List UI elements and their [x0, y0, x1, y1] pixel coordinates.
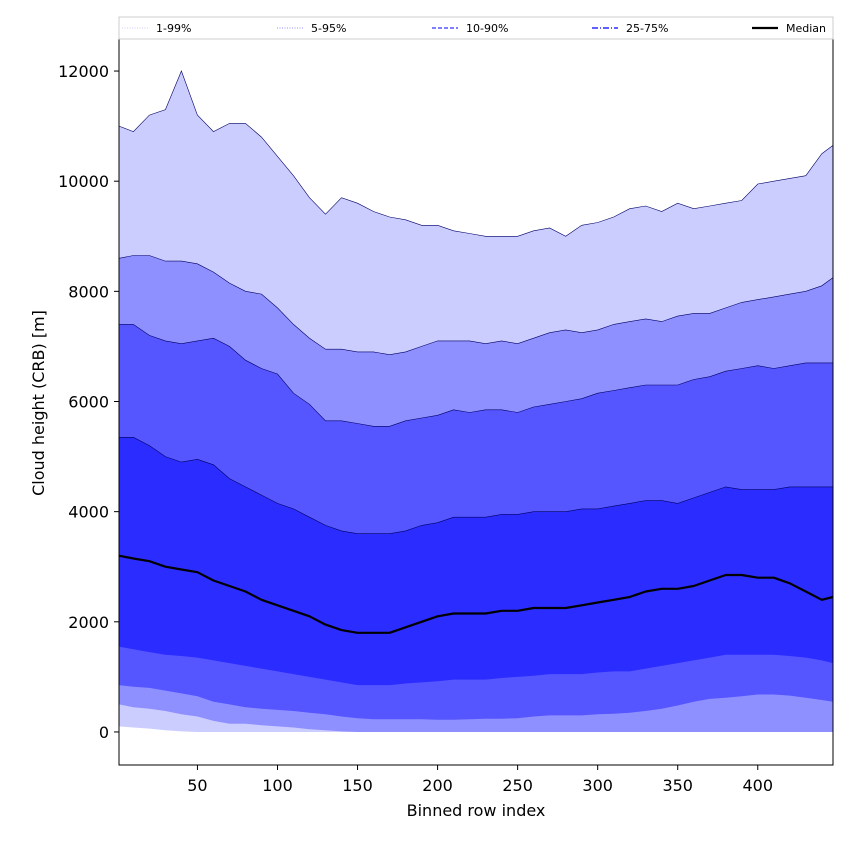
legend-label: 10-90%	[466, 22, 508, 35]
band-edge-upper-10-90pct	[119, 324, 833, 427]
x-tick-label: 200	[422, 776, 453, 795]
x-tick-label: 400	[742, 776, 773, 795]
x-tick-label: 50	[187, 776, 207, 795]
x-tick-label: 250	[502, 776, 533, 795]
legend: 1-99% 5-95% 10-90% 25-75% Median	[118, 16, 834, 40]
y-axis-label: Cloud height (CRB) [m]	[29, 310, 48, 496]
band-25-75pct	[119, 437, 833, 686]
y-tick-label: 8000	[68, 282, 109, 301]
y-tick-label: 10000	[58, 172, 109, 191]
x-tick-label: 150	[342, 776, 373, 795]
x-axis-label: Binned row index	[407, 801, 546, 820]
y-axis: 0 2000 4000 6000 8000 10000 12000	[58, 62, 119, 742]
legend-label: 25-75%	[626, 22, 668, 35]
y-tick-label: 12000	[58, 62, 109, 81]
band-edge-upper-25-75pct	[119, 436, 833, 535]
median-line	[118, 554, 834, 634]
y-tick-label: 4000	[68, 503, 109, 522]
median-layer	[118, 554, 834, 634]
legend-label: 5-95%	[311, 22, 346, 35]
bands-layer	[118, 70, 834, 732]
legend-box	[118, 16, 834, 40]
legend-label: 1-99%	[156, 22, 191, 35]
band-edge-upper-1-99pct	[118, 70, 834, 237]
x-tick-label: 350	[662, 776, 693, 795]
y-tick-label: 6000	[68, 393, 109, 412]
band-edge-upper-5-95pct	[118, 255, 834, 356]
legend-label: Median	[786, 22, 826, 35]
y-tick-label: 0	[99, 723, 109, 742]
x-axis: 50 100 150 200 250 300 350 400	[187, 765, 773, 795]
x-tick-label: 100	[262, 776, 293, 795]
x-tick-label: 300	[582, 776, 613, 795]
y-tick-label: 2000	[68, 613, 109, 632]
